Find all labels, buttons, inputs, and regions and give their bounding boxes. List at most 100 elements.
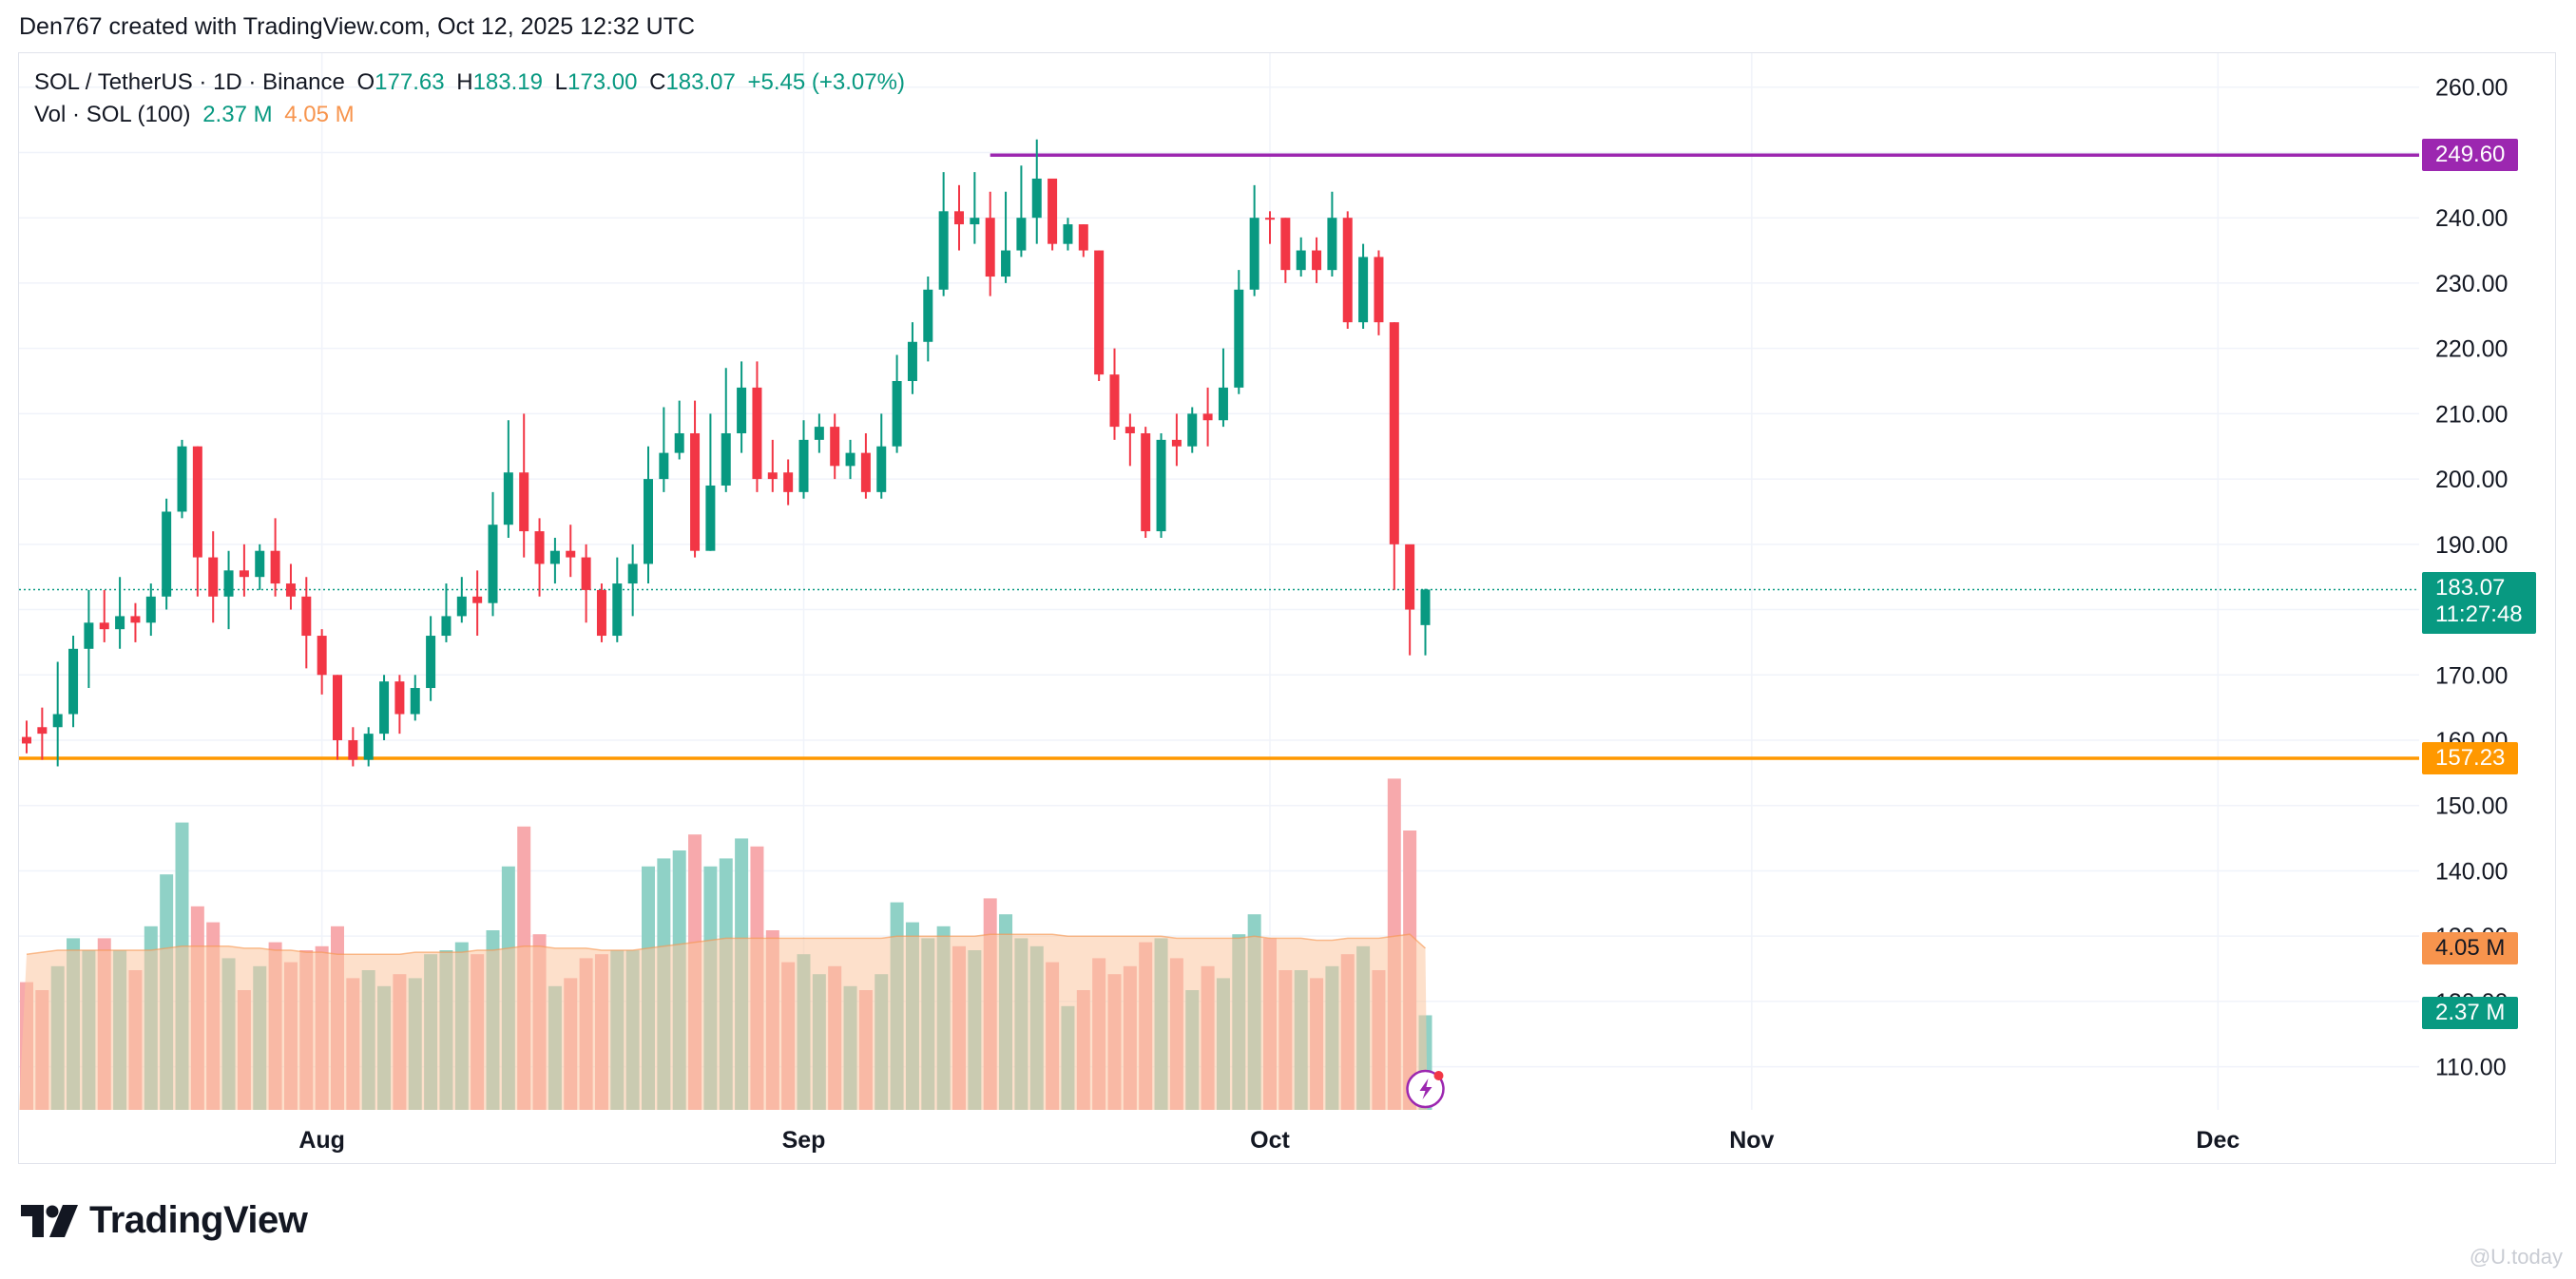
candle-body — [1031, 178, 1042, 219]
candle — [752, 361, 762, 492]
candle — [1141, 427, 1151, 538]
candle-body — [255, 550, 265, 578]
candle — [145, 583, 156, 637]
candle — [566, 525, 576, 578]
candle — [379, 675, 390, 741]
candle-body — [441, 616, 452, 637]
candle — [1312, 237, 1322, 283]
candle — [456, 577, 467, 623]
price-tick-label: 110.00 — [2435, 1055, 2507, 1081]
candle-body — [99, 622, 109, 630]
candle-body — [923, 289, 933, 342]
candle-body — [1094, 250, 1105, 375]
candle-body — [1202, 413, 1213, 421]
open-value: 177.63 — [375, 69, 445, 95]
candle-body — [1342, 218, 1353, 323]
volume-ma-fill — [19, 934, 1428, 1110]
candle-body — [379, 681, 390, 735]
candle-body — [627, 563, 638, 584]
candle — [798, 420, 809, 499]
candle — [1358, 243, 1369, 330]
volume-value: 2.37 M — [202, 102, 273, 127]
chart-attribution: Den767 created with TradingView.com, Oct… — [19, 13, 696, 40]
volume-ma-line — [26, 933, 1427, 955]
candle-body — [84, 622, 94, 649]
candle-body — [301, 596, 312, 637]
candle — [426, 616, 436, 701]
price-tick-label: 140.00 — [2435, 858, 2508, 885]
candle — [860, 432, 871, 499]
candle — [192, 446, 202, 597]
volume-ma-value: 4.05 M — [284, 102, 355, 127]
candle-body — [239, 570, 249, 578]
candle — [938, 172, 949, 296]
candle-body — [456, 596, 467, 617]
candle — [472, 570, 483, 637]
symbol-label[interactable]: SOL / TetherUS · 1D · Binance — [34, 69, 345, 95]
price-tick-label: 150.00 — [2435, 793, 2508, 820]
candle-body — [705, 485, 716, 551]
candle — [876, 413, 887, 499]
candle — [1327, 191, 1337, 277]
tradingview-logo[interactable]: TradingView — [21, 1199, 308, 1242]
candle-body — [1249, 218, 1259, 290]
candle — [783, 459, 794, 506]
volume-label[interactable]: Vol · SOL (100) — [34, 102, 191, 127]
candle-body — [145, 596, 156, 623]
bar-countdown: 11:27:48 — [2435, 601, 2523, 628]
candle — [115, 577, 125, 649]
candle-body — [970, 218, 980, 225]
candle — [1374, 250, 1384, 335]
candle-body — [1312, 250, 1322, 271]
price-tick-label: 170.00 — [2435, 662, 2508, 689]
candle-body — [830, 427, 840, 467]
candle — [737, 361, 747, 453]
candle — [814, 413, 824, 453]
candle-body — [223, 570, 234, 597]
candle-body — [1171, 439, 1182, 447]
candle-body — [1141, 432, 1151, 532]
low-value: 173.00 — [567, 69, 638, 95]
candle-body — [596, 589, 606, 637]
candle — [830, 413, 840, 480]
candle-body — [1296, 250, 1306, 271]
ohlc-row: SOL / TetherUS · 1D · Binance O177.63 H1… — [34, 67, 911, 99]
candle-body — [1063, 224, 1073, 244]
candle-body — [1265, 218, 1275, 220]
candle — [1218, 348, 1228, 428]
candle — [317, 629, 327, 695]
volume-ma-area — [19, 933, 1428, 1110]
candle — [22, 720, 31, 754]
candle-body — [410, 688, 420, 715]
price-tick-label: 190.00 — [2435, 532, 2508, 559]
candle — [1234, 270, 1244, 394]
candle-body — [892, 381, 902, 447]
horizontal-lines — [19, 153, 2419, 760]
candle-body — [876, 446, 887, 492]
candle — [970, 172, 980, 244]
candle-body — [37, 727, 48, 735]
candle — [596, 583, 606, 642]
candle-body — [1187, 413, 1198, 447]
candle-body — [767, 472, 778, 480]
grid — [19, 53, 2419, 1110]
candle-body — [954, 211, 964, 225]
candle — [985, 191, 995, 296]
price-tick-label: 240.00 — [2435, 205, 2508, 232]
candle — [1078, 224, 1088, 258]
replay-icon — [1406, 1069, 1445, 1109]
candle — [644, 446, 653, 584]
candle — [627, 544, 638, 617]
tradingview-wordmark: TradingView — [89, 1199, 308, 1241]
candle-body — [488, 525, 498, 603]
support-price-tag: 157.23 — [2422, 742, 2519, 775]
candle-body — [192, 446, 202, 558]
candle-body — [1001, 250, 1011, 277]
candle — [1420, 588, 1431, 656]
time-tick-label: Dec — [2196, 1127, 2240, 1154]
candle-body — [659, 452, 669, 480]
price-tick-label: 220.00 — [2435, 336, 2508, 363]
candle — [130, 602, 141, 642]
candle — [1202, 387, 1213, 447]
